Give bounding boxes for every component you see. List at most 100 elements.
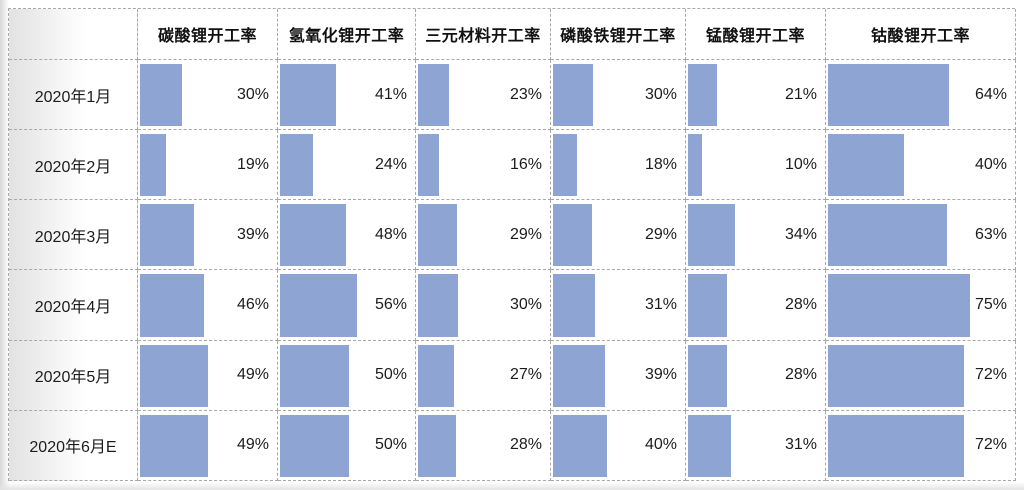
data-bar [140, 134, 167, 197]
data-bar [553, 274, 595, 337]
cell-value: 72% [974, 366, 1007, 384]
data-bar [828, 414, 965, 477]
cell-value: 29% [509, 225, 542, 243]
data-bar [280, 274, 357, 337]
cell-value: 56% [374, 296, 407, 314]
data-cell-r5-c1: 49% [138, 340, 278, 411]
data-bar [140, 274, 204, 337]
data-cell-r6-c3: 28% [416, 410, 551, 481]
operating-rate-table: 碳酸锂开工率 氢氧化锂开工率 三元材料开工率 磷酸铁锂开工率 锰酸锂开工率 钴酸… [8, 8, 1016, 481]
cell-value: 48% [374, 225, 407, 243]
cell-value: 63% [974, 225, 1007, 243]
data-cell-r2-c2: 24% [278, 130, 416, 201]
data-cell-r2-c3: 16% [416, 130, 551, 201]
cell-value: 10% [784, 155, 817, 173]
data-bar [140, 204, 195, 267]
data-cell-r1-c1: 30% [138, 60, 278, 131]
data-cell-r1-c3: 23% [416, 60, 551, 131]
data-cell-r2-c5: 10% [686, 130, 826, 201]
cell-value: 21% [784, 85, 817, 103]
data-bar [553, 204, 592, 267]
data-bar [553, 134, 578, 197]
row-label-6: 2020年6月E [9, 410, 138, 481]
data-cell-r4-c4: 31% [551, 270, 686, 341]
cell-value: 28% [509, 436, 542, 454]
data-bar [688, 344, 727, 407]
data-bar [688, 414, 732, 477]
data-bar [418, 134, 440, 197]
cell-value: 40% [974, 155, 1007, 173]
data-bar [418, 414, 456, 477]
cell-value: 40% [644, 436, 677, 454]
data-cell-r3-c4: 29% [551, 200, 686, 271]
corner-cell [9, 9, 138, 60]
data-bar [418, 204, 457, 267]
data-cell-r5-c5: 28% [686, 340, 826, 411]
cell-value: 16% [509, 155, 542, 173]
data-bar [688, 274, 727, 337]
column-header-3: 三元材料开工率 [416, 9, 551, 60]
column-header-5: 锰酸锂开工率 [686, 9, 826, 60]
row-label-2: 2020年2月 [9, 130, 138, 201]
column-header-4: 磷酸铁锂开工率 [551, 9, 686, 60]
data-cell-r5-c2: 50% [278, 340, 416, 411]
data-cell-r4-c3: 30% [416, 270, 551, 341]
data-bar [553, 344, 606, 407]
data-bar [828, 344, 965, 407]
cell-value: 31% [784, 436, 817, 454]
cell-value: 75% [974, 296, 1007, 314]
cell-value: 30% [509, 296, 542, 314]
data-bar [280, 204, 346, 267]
cell-value: 50% [374, 366, 407, 384]
cell-value: 46% [236, 296, 269, 314]
data-cell-r3-c3: 29% [416, 200, 551, 271]
data-cell-r3-c5: 34% [686, 200, 826, 271]
cell-value: 72% [974, 436, 1007, 454]
row-label-5: 2020年5月 [9, 340, 138, 411]
data-bar [140, 64, 182, 127]
data-bar [688, 134, 702, 197]
data-cell-r1-c6: 64% [826, 60, 1016, 131]
data-cell-r2-c6: 40% [826, 130, 1016, 201]
data-bar [553, 414, 607, 477]
data-bar [418, 274, 459, 337]
data-bar [140, 414, 209, 477]
cell-value: 18% [644, 155, 677, 173]
data-bar [828, 134, 904, 197]
data-cell-r6-c4: 40% [551, 410, 686, 481]
cell-value: 30% [644, 85, 677, 103]
cell-value: 30% [236, 85, 269, 103]
row-label-4: 2020年4月 [9, 270, 138, 341]
data-bar [418, 344, 455, 407]
cell-value: 64% [974, 85, 1007, 103]
data-bar [280, 344, 349, 407]
data-bar [828, 64, 949, 127]
cell-value: 50% [374, 436, 407, 454]
data-cell-r4-c5: 28% [686, 270, 826, 341]
cell-value: 23% [509, 85, 542, 103]
column-header-6: 钴酸锂开工率 [826, 9, 1016, 60]
cell-value: 41% [374, 85, 407, 103]
data-cell-r2-c1: 19% [138, 130, 278, 201]
data-cell-r2-c4: 18% [551, 130, 686, 201]
data-bar [828, 274, 970, 337]
data-cell-r3-c1: 39% [138, 200, 278, 271]
data-cell-r6-c6: 72% [826, 410, 1016, 481]
data-cell-r6-c5: 31% [686, 410, 826, 481]
data-bar [280, 414, 349, 477]
data-bar [280, 134, 313, 197]
data-cell-r6-c1: 49% [138, 410, 278, 481]
cell-value: 39% [236, 225, 269, 243]
cell-value: 28% [784, 296, 817, 314]
cell-value: 27% [509, 366, 542, 384]
data-cell-r4-c1: 46% [138, 270, 278, 341]
row-label-1: 2020年1月 [9, 60, 138, 131]
row-label-3: 2020年3月 [9, 200, 138, 271]
data-cell-r1-c4: 30% [551, 60, 686, 131]
data-cell-r1-c5: 21% [686, 60, 826, 131]
data-cell-r6-c2: 50% [278, 410, 416, 481]
data-bar [418, 64, 449, 127]
data-bar [688, 204, 736, 267]
data-cell-r4-c2: 56% [278, 270, 416, 341]
